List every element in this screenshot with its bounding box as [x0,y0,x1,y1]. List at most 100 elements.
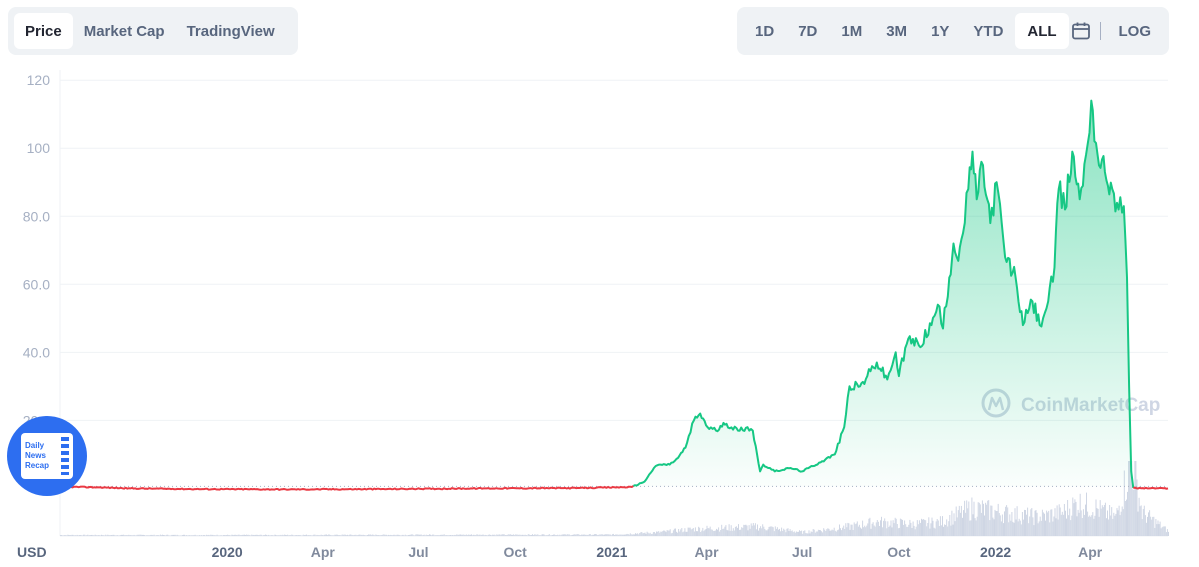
volume-bar [234,534,236,536]
volume-bar [845,523,847,536]
range-all-button[interactable]: ALL [1015,13,1069,49]
volume-bar [1155,519,1157,536]
volume-bar [831,529,833,536]
range-ytd-button[interactable]: YTD [973,22,1004,40]
volume-bar [717,529,718,536]
volume-bar [119,535,121,536]
volume-bar [524,534,526,536]
y-tick-label: 40.0 [23,344,50,360]
volume-bar [350,534,352,536]
volume-bar [997,503,999,536]
volume-bar [915,526,917,536]
volume-bar [192,535,194,536]
volume-bar [834,530,836,536]
volume-bar [594,534,595,536]
volume-bar [196,535,198,536]
volume-bar [817,529,819,536]
volume-bar [88,535,90,536]
volume-bar [206,534,208,536]
volume-bar [357,535,359,536]
tab-price[interactable]: Price [14,13,73,49]
volume-bar [775,528,777,536]
volume-bar [235,534,237,536]
x-tick-label: Apr [1078,544,1103,560]
volume-bar [543,534,545,536]
volume-bar [824,529,826,536]
volume-bar [884,518,886,536]
volume-bar [1130,464,1132,536]
volume-bar [569,535,571,536]
volume-bar [324,534,326,536]
volume-bar [675,528,676,536]
volume-bar [250,535,252,536]
volume-bar [1033,525,1035,536]
volume-bar [811,532,813,536]
volume-bar [862,520,864,536]
volume-bar [138,534,140,536]
volume-bar [967,508,969,536]
volume-bar [614,535,615,536]
volume-bar [285,534,286,536]
volume-bar [384,534,386,536]
volume-bar [747,530,749,536]
volume-bar [822,532,824,536]
volume-bar [199,535,201,536]
volume-bar [1015,519,1017,536]
volume-bar [522,534,524,536]
volume-bar [213,535,215,536]
volume-bar [581,534,583,536]
volume-bar [1054,508,1056,536]
volume-bar [676,531,677,536]
volume-bar [226,535,228,536]
range-1m-button[interactable]: 1M [841,22,863,40]
volume-bar [245,535,246,536]
tab-market-cap[interactable]: Market Cap [83,22,165,40]
volume-bar [942,516,943,536]
volume-bar [249,535,251,536]
volume-bar [688,527,690,536]
volume-bar [482,534,484,536]
volume-bar [662,531,664,536]
x-tick-label: Apr [311,544,336,560]
calendar-icon[interactable] [1069,13,1094,49]
volume-bar [673,528,675,536]
volume-bar [442,534,444,536]
volume-bar [1164,526,1166,536]
volume-bar [743,524,745,536]
volume-bar [292,534,294,536]
volume-bar [435,535,437,536]
volume-bar [416,534,418,536]
volume-bar [888,527,890,536]
volume-bar [1079,493,1081,536]
volume-bar [73,535,75,536]
volume-bar [454,534,456,536]
volume-bar [114,535,116,536]
tab-tradingview[interactable]: TradingView [186,22,275,40]
volume-bar [561,534,563,536]
volume-bar [198,535,200,536]
volume-bar [726,529,728,536]
volume-bar [665,532,667,536]
range-3m-button[interactable]: 3M [886,22,908,40]
volume-bar [494,534,496,536]
volume-bar [1137,511,1139,536]
range-1d-button[interactable]: 1D [755,22,775,40]
volume-bar [82,535,84,536]
volume-bar [1090,516,1092,536]
volume-bar [1047,512,1049,536]
volume-bar [542,534,544,536]
volume-bar [1019,520,1021,536]
volume-bar [378,535,380,536]
range-7d-button[interactable]: 7D [798,22,818,40]
range-1y-button[interactable]: 1Y [931,22,950,40]
volume-bar [389,535,390,536]
volume-bar [1057,519,1059,536]
volume-bar [148,535,150,536]
volume-bar [1117,510,1119,536]
volume-bar [882,527,884,536]
volume-bar [899,518,901,536]
log-scale-toggle[interactable]: LOG [1118,22,1152,40]
volume-bar [122,534,123,536]
daily-news-recap-badge[interactable]: Daily News Recap [7,416,87,496]
